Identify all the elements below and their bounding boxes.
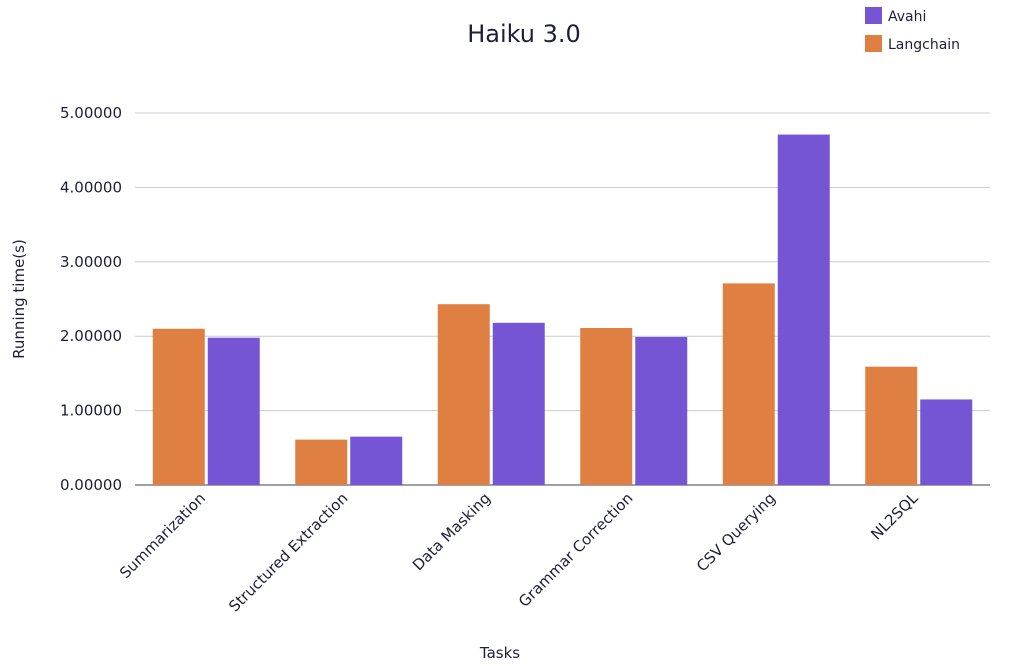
bar-langchain[interactable] [152, 328, 205, 485]
bar-avahi[interactable] [920, 399, 973, 485]
bar-langchain[interactable] [865, 366, 918, 485]
y-tick-label: 1.00000 [60, 402, 122, 420]
x-tick-label: Summarization [116, 489, 209, 582]
y-axis-label: Running time(s) [10, 239, 28, 359]
chart-title: Haiku 3.0 [467, 20, 581, 48]
bars [152, 134, 973, 486]
bar-langchain[interactable] [580, 328, 633, 485]
legend[interactable]: Avahi Langchain [865, 7, 960, 53]
bar-langchain[interactable] [295, 439, 348, 485]
x-tick-label: CSV Querying [693, 489, 779, 575]
y-tick-label: 2.00000 [60, 327, 122, 345]
y-tick-label: 0.00000 [60, 476, 122, 494]
bar-avahi[interactable] [350, 436, 403, 485]
bar-langchain[interactable] [437, 304, 490, 485]
y-tick-label: 3.00000 [60, 253, 122, 271]
bar-avahi[interactable] [777, 134, 830, 486]
y-tick-label: 4.00000 [60, 178, 122, 196]
legend-label-avahi[interactable]: Avahi [888, 9, 926, 25]
bar-langchain[interactable] [722, 283, 775, 485]
y-tick-label: 5.00000 [60, 104, 122, 122]
bar-avahi[interactable] [492, 322, 545, 485]
x-tick-label: NL2SQL [867, 489, 922, 544]
y-axis-ticks: 0.00000 1.00000 2.00000 3.00000 4.00000 5.000… [60, 104, 122, 494]
legend-label-langchain[interactable]: Langchain [888, 37, 960, 53]
x-axis-label: Tasks [479, 644, 520, 662]
legend-swatch-avahi [865, 7, 882, 24]
bar-avahi[interactable] [635, 336, 688, 485]
x-tick-label: Grammar Correction [515, 489, 637, 611]
legend-swatch-langchain [865, 35, 882, 52]
x-tick-label: Structured Extraction [225, 489, 351, 615]
x-tick-label: Data Masking [409, 489, 494, 574]
gridlines [135, 112, 990, 486]
x-axis-ticks: Summarization Structured Extraction Data M… [116, 489, 922, 616]
bar-avahi[interactable] [207, 337, 260, 485]
